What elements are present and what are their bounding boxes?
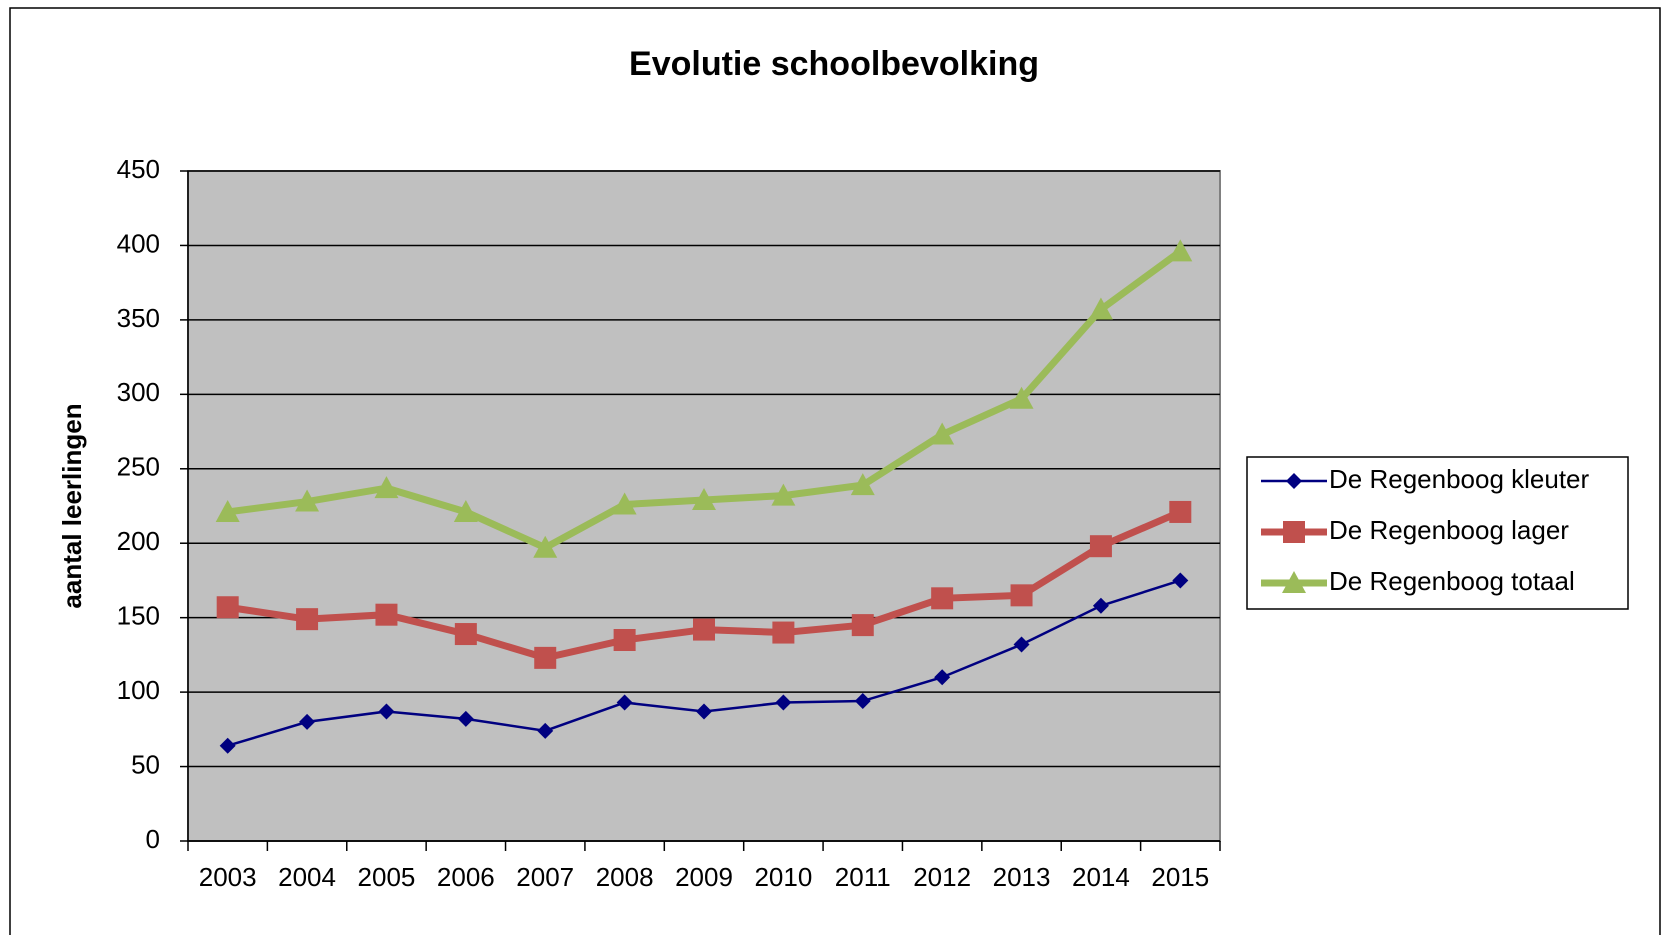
marker <box>1169 500 1192 523</box>
y-tick-label: 350 <box>117 303 160 333</box>
marker <box>216 596 239 619</box>
x-tick-label: 2008 <box>596 862 654 892</box>
marker <box>537 722 554 739</box>
chart-title: Evolutie schoolbevolking <box>629 45 1039 83</box>
marker <box>215 499 240 522</box>
marker <box>1088 297 1113 320</box>
marker <box>219 737 236 754</box>
x-tick-label: 2013 <box>993 862 1051 892</box>
marker <box>457 710 474 727</box>
marker <box>1286 473 1302 489</box>
marker <box>299 713 316 730</box>
marker <box>1013 636 1030 653</box>
marker <box>533 535 558 558</box>
x-tick-label: 2010 <box>754 862 812 892</box>
marker <box>453 499 478 522</box>
y-tick-label: 450 <box>117 154 160 184</box>
marker <box>454 623 477 646</box>
y-tick-label: 100 <box>117 675 160 705</box>
marker <box>1089 535 1112 558</box>
marker <box>934 669 951 686</box>
x-tick-label: 2006 <box>437 862 495 892</box>
x-tick-label: 2011 <box>835 862 891 892</box>
marker <box>613 629 636 651</box>
y-tick-label: 150 <box>117 601 160 631</box>
marker <box>772 621 795 644</box>
legend-label: De Regenboog totaal <box>1329 566 1575 596</box>
marker <box>850 473 875 496</box>
marker <box>771 483 796 506</box>
y-tick-label: 200 <box>117 526 160 556</box>
x-tick-label: 2009 <box>675 862 733 892</box>
marker <box>854 693 871 710</box>
marker <box>693 618 715 641</box>
marker <box>295 489 320 512</box>
marker <box>1092 597 1109 614</box>
marker <box>930 422 955 445</box>
marker <box>616 694 633 711</box>
marker <box>378 703 395 720</box>
marker <box>1282 571 1306 593</box>
marker <box>696 703 712 720</box>
marker <box>1168 239 1193 262</box>
marker <box>296 608 319 631</box>
x-tick-label: 2007 <box>516 862 574 892</box>
marker <box>1172 572 1189 589</box>
legend-label: De Regenboog kleuter <box>1329 464 1590 494</box>
y-tick-label: 400 <box>117 228 160 258</box>
marker <box>1009 386 1034 409</box>
marker <box>851 614 874 637</box>
y-tick-label: 250 <box>117 452 160 482</box>
x-tick-label: 2015 <box>1151 862 1209 892</box>
x-tick-label: 2003 <box>199 862 257 892</box>
x-tick-label: 2012 <box>913 862 971 892</box>
marker <box>1010 584 1033 607</box>
y-tick-label: 300 <box>117 377 160 407</box>
marker <box>692 488 716 511</box>
marker <box>375 603 398 626</box>
y-tick-label: 50 <box>131 749 160 779</box>
legend-label: De Regenboog lager <box>1329 515 1569 545</box>
marker <box>775 694 792 711</box>
x-tick-label: 2014 <box>1072 862 1130 892</box>
marker <box>1283 521 1305 543</box>
marker <box>931 587 954 610</box>
marker <box>612 492 637 515</box>
y-axis-label: aantal leerlingen <box>57 403 87 608</box>
marker <box>374 476 399 499</box>
y-tick-label: 0 <box>146 824 160 854</box>
x-tick-label: 2004 <box>278 862 336 892</box>
marker <box>534 646 557 669</box>
x-tick-label: 2005 <box>358 862 416 892</box>
